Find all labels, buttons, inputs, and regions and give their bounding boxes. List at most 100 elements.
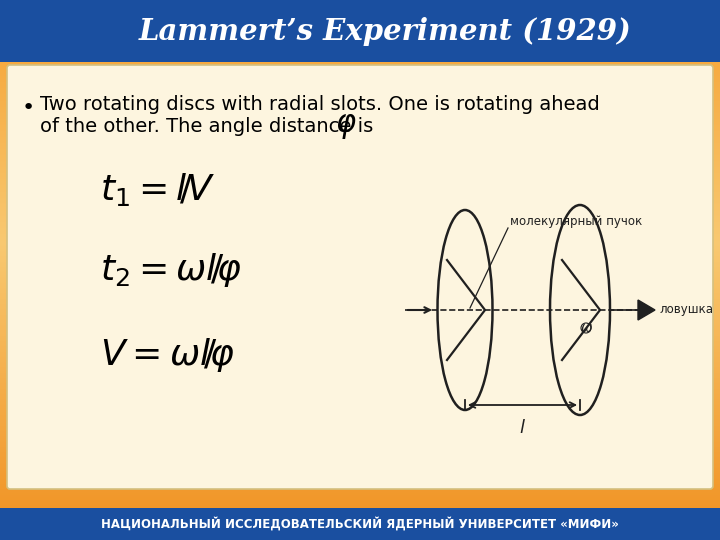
Bar	[0, 141, 720, 142]
Bar	[0, 350, 720, 351]
Bar	[0, 322, 720, 323]
Bar	[0, 527, 720, 528]
Bar	[0, 22, 720, 23]
Bar	[0, 198, 720, 199]
Bar	[0, 511, 720, 512]
Bar	[0, 358, 720, 359]
Bar	[0, 457, 720, 458]
Bar	[0, 55, 720, 56]
Bar	[0, 397, 720, 398]
Bar	[0, 382, 720, 383]
Bar	[0, 467, 720, 468]
Bar	[0, 390, 720, 391]
Bar	[0, 526, 720, 527]
Bar	[0, 240, 720, 241]
Bar	[0, 295, 720, 296]
Bar	[0, 130, 720, 131]
Bar	[0, 480, 720, 481]
Bar	[0, 196, 720, 197]
Bar	[0, 520, 720, 521]
Bar	[0, 274, 720, 275]
Bar	[0, 461, 720, 462]
Bar	[0, 485, 720, 486]
Bar	[0, 499, 720, 500]
Bar	[0, 523, 720, 524]
Text: $t_2 = \omega\mathit{l\!/\!\varphi}$: $t_2 = \omega\mathit{l\!/\!\varphi}$	[100, 251, 242, 289]
Bar	[0, 298, 720, 299]
Bar	[0, 3, 720, 4]
Bar	[0, 504, 720, 505]
Bar	[0, 373, 720, 374]
Bar	[0, 471, 720, 472]
Bar	[0, 148, 720, 149]
Bar	[0, 183, 720, 184]
Bar	[0, 472, 720, 473]
Bar	[0, 35, 720, 36]
Bar	[0, 4, 720, 5]
Bar	[0, 508, 720, 540]
Bar	[0, 449, 720, 450]
Bar	[0, 53, 720, 54]
Bar	[0, 190, 720, 191]
Bar	[0, 522, 720, 523]
Bar	[0, 2, 720, 3]
Bar	[0, 238, 720, 239]
Bar	[0, 44, 720, 45]
Bar	[0, 265, 720, 266]
Bar	[0, 377, 720, 378]
Bar	[0, 535, 720, 536]
Bar	[0, 169, 720, 170]
Bar	[0, 252, 720, 253]
Bar	[0, 314, 720, 315]
Bar	[0, 87, 720, 88]
Bar	[0, 486, 720, 487]
Bar	[0, 201, 720, 202]
Bar	[0, 506, 720, 507]
Bar	[0, 16, 720, 17]
Bar	[0, 433, 720, 434]
Bar	[0, 262, 720, 263]
Bar	[0, 226, 720, 227]
Bar	[0, 175, 720, 176]
Bar	[0, 170, 720, 171]
Bar	[0, 424, 720, 425]
Bar	[0, 204, 720, 205]
Bar	[0, 331, 720, 332]
Bar	[0, 475, 720, 476]
Bar	[0, 445, 720, 446]
Bar	[0, 524, 720, 525]
Bar	[0, 160, 720, 161]
Bar	[0, 97, 720, 98]
Bar	[0, 61, 720, 62]
Bar	[0, 369, 720, 370]
Bar	[0, 374, 720, 375]
Bar	[0, 495, 720, 496]
Bar	[0, 325, 720, 326]
Bar	[0, 164, 720, 165]
Bar	[0, 106, 720, 107]
Bar	[0, 324, 720, 325]
Bar	[0, 254, 720, 255]
Bar	[0, 413, 720, 414]
Bar	[0, 39, 720, 40]
Bar	[0, 212, 720, 213]
Bar	[0, 232, 720, 233]
Bar	[0, 465, 720, 466]
Bar	[0, 162, 720, 163]
Bar	[0, 8, 720, 9]
Bar	[0, 197, 720, 198]
Bar	[0, 210, 720, 211]
Bar	[0, 6, 720, 7]
Bar	[0, 71, 720, 72]
Bar	[0, 246, 720, 247]
Bar	[0, 163, 720, 164]
Bar	[0, 361, 720, 362]
Bar	[0, 481, 720, 482]
Bar	[0, 173, 720, 174]
Bar	[0, 48, 720, 49]
Bar	[0, 510, 720, 511]
Bar	[0, 490, 720, 491]
Bar	[0, 441, 720, 442]
Bar	[0, 134, 720, 135]
Bar	[0, 362, 720, 363]
